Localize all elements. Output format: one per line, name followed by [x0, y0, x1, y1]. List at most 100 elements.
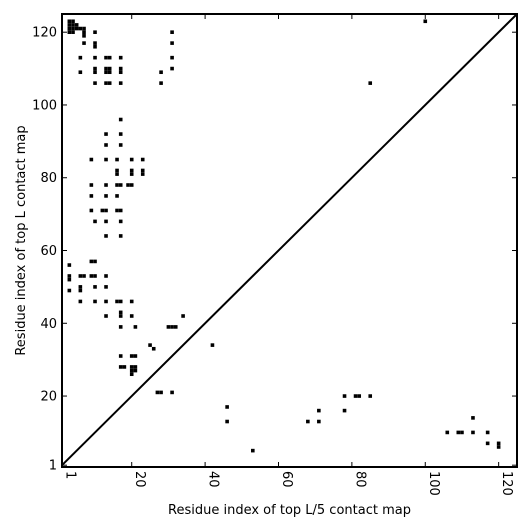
contact-point	[67, 26, 72, 31]
contact-point	[251, 448, 255, 453]
contact-point	[115, 208, 119, 213]
contact-point	[107, 66, 112, 71]
contact-point	[129, 314, 134, 318]
y-tick-label: 120	[32, 26, 57, 41]
contact-point	[118, 325, 123, 329]
contact-point	[159, 70, 163, 75]
contact-point	[104, 55, 108, 60]
y-tick-label: 1	[49, 459, 57, 474]
contact-point	[89, 208, 94, 213]
contact-point	[115, 157, 119, 162]
x-tick-label: 20	[132, 471, 147, 488]
contact-point	[67, 288, 72, 293]
contact-point	[82, 274, 86, 278]
x-tick-label: 80	[352, 471, 367, 488]
contact-point	[104, 274, 108, 278]
contact-point	[118, 66, 123, 71]
x-tick-label: 1	[63, 471, 78, 479]
contact-point	[485, 430, 490, 435]
x-tick-label: 60	[279, 471, 294, 488]
contact-point	[118, 299, 123, 304]
y-tick-label: 80	[40, 171, 57, 186]
plot-frame	[61, 13, 518, 468]
contact-point	[82, 26, 86, 31]
contact-point	[471, 416, 475, 420]
contact-point	[140, 168, 145, 173]
contact-point	[89, 157, 94, 162]
contact-point	[67, 263, 72, 267]
contact-point	[78, 285, 83, 289]
contact-point	[460, 430, 464, 435]
contact-point	[93, 30, 97, 34]
contact-point	[118, 117, 123, 122]
contact-point	[118, 81, 123, 85]
contact-point	[78, 274, 83, 278]
contact-point	[471, 430, 475, 435]
contact-point	[159, 81, 163, 85]
contact-point	[166, 325, 171, 329]
contact-point	[317, 408, 321, 413]
contact-point	[133, 368, 138, 373]
contact-point	[118, 55, 123, 60]
contact-point	[496, 445, 501, 449]
contact-point	[456, 430, 461, 435]
contact-point	[93, 66, 97, 71]
contact-point	[118, 208, 123, 213]
contact-point	[496, 441, 501, 446]
contact-point	[67, 19, 72, 24]
contact-point	[67, 23, 72, 27]
contact-point	[306, 419, 310, 424]
y-tick-label: 60	[40, 244, 57, 259]
contact-point	[170, 41, 174, 45]
contact-point	[104, 81, 108, 85]
contact-point	[155, 390, 160, 395]
contact-point	[107, 55, 112, 60]
contact-point	[104, 314, 108, 318]
contact-point	[104, 66, 108, 71]
contact-point	[368, 81, 373, 85]
y-tick-label: 20	[40, 390, 57, 405]
contact-point	[133, 354, 138, 358]
contact-point	[100, 208, 105, 213]
contact-point	[93, 55, 97, 60]
contact-point	[89, 259, 94, 264]
contact-point	[89, 274, 94, 278]
contact-point	[71, 19, 75, 24]
contact-point	[353, 394, 358, 398]
contact-point	[82, 41, 86, 45]
x-axis-label: Residue index of top L/5 contact map	[168, 503, 411, 518]
contact-point	[93, 44, 97, 49]
contact-point	[170, 325, 174, 329]
contact-point	[104, 132, 108, 136]
contact-point	[129, 168, 134, 173]
contact-point	[423, 19, 428, 24]
contact-point	[140, 157, 145, 162]
contact-point	[115, 183, 119, 187]
contact-point	[445, 430, 450, 435]
contact-point	[104, 70, 108, 75]
y-axis-label: Residue index of top L contact map	[14, 125, 29, 355]
contact-point	[78, 26, 83, 31]
contact-point	[93, 274, 97, 278]
contact-point	[368, 394, 373, 398]
contact-point	[93, 41, 97, 45]
y-tick-label: 40	[40, 317, 57, 332]
contact-point	[115, 168, 119, 173]
contact-point	[342, 408, 347, 413]
contact-point	[67, 30, 72, 34]
contact-point	[104, 299, 108, 304]
contact-point	[129, 157, 134, 162]
contact-point	[129, 365, 134, 369]
contact-point	[129, 368, 134, 373]
contact-point	[71, 26, 75, 31]
contact-point	[210, 343, 215, 347]
contact-point	[118, 354, 123, 358]
contact-point	[159, 390, 163, 395]
contact-point	[93, 259, 97, 264]
x-axis-ticks: 1 20 40 60 80 100 120	[61, 14, 514, 496]
contact-point	[67, 277, 72, 282]
contact-point	[181, 314, 185, 318]
contact-point	[225, 419, 229, 424]
contact-point	[82, 34, 86, 38]
contact-point	[104, 143, 108, 147]
